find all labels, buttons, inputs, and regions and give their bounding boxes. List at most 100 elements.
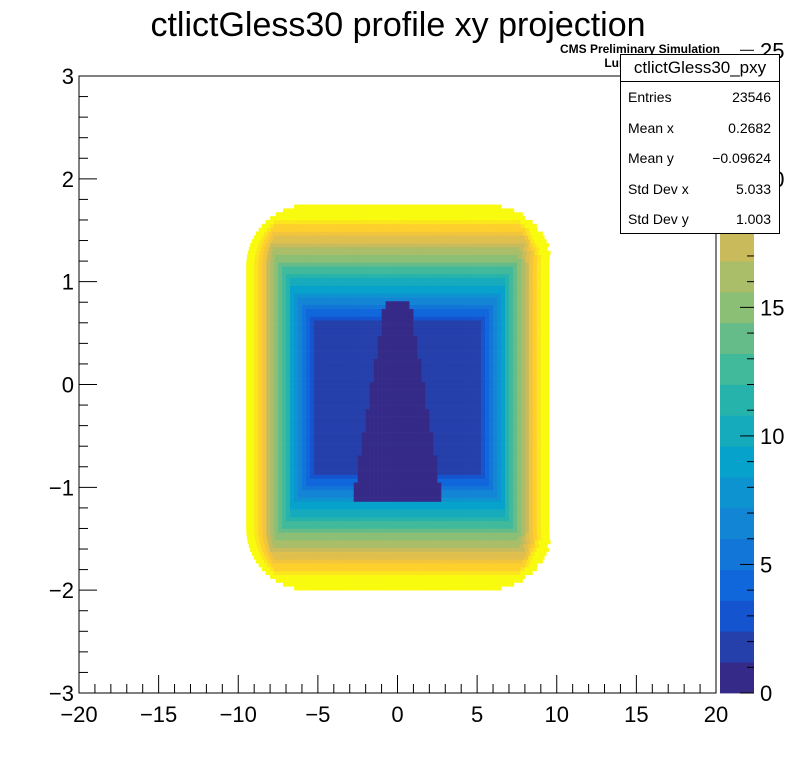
heatmap-cell [441,432,446,437]
heatmap-cell [301,482,307,487]
heatmap-cell [532,501,538,506]
heatmap-cell [270,354,275,360]
heatmap-cell [522,559,527,564]
heatmap-cell [341,339,347,344]
heatmap-cell [441,420,446,425]
heatmap-cell [246,482,251,487]
heatmap-cell [365,513,370,518]
heatmap-cell [477,563,482,568]
heatmap-cell [540,524,546,529]
heatmap-cell [425,401,430,406]
heatmap-cell [457,339,462,344]
heatmap-cell [312,543,317,549]
heatmap-cell [282,536,288,541]
heatmap-cell [270,516,275,522]
heatmap-cell [386,582,391,587]
heatmap-cell [389,462,394,468]
heatmap-cell [449,358,454,363]
heatmap-cell [250,462,255,468]
heatmap-cell [425,455,430,460]
heatmap-cell [333,335,339,340]
heatmap-cell [494,578,499,583]
heatmap-cell [441,486,446,491]
heatmap-cell [286,574,291,579]
heatmap-cell [337,451,343,456]
heatmap-cell [417,447,422,452]
heatmap-cell [309,401,315,406]
heatmap-cell [441,513,446,518]
heatmap-cell [421,362,426,367]
heatmap-cell [489,493,494,498]
heatmap-cell [373,478,378,483]
heatmap-cell [445,405,450,410]
heatmap-cell [297,451,303,456]
heatmap-cell [479,543,484,549]
heatmap-cell [469,474,474,479]
heatmap-cell [361,509,366,514]
heatmap-cell [323,551,328,556]
heatmap-cell [532,505,538,510]
heatmap-cell [417,443,422,448]
heatmap-cell [508,424,514,429]
heatmap-cell [397,497,402,502]
heatmap-cell [355,559,360,564]
heatmap-cell [497,370,502,375]
heatmap-cell [544,455,550,460]
heatmap-cell [270,447,275,452]
heatmap-cell [461,574,466,579]
heatmap-cell [528,474,534,479]
heatmap-cell [536,343,542,348]
heatmap-cell [297,478,303,483]
heatmap-cell [470,551,475,556]
heatmap-cell [445,474,450,479]
heatmap-cell [524,493,530,498]
heatmap-cell [493,536,499,541]
heatmap-cell [254,362,259,367]
heatmap-cell [501,516,506,522]
heatmap-cell [485,351,490,356]
heatmap-cell [465,351,470,356]
heatmap-cell [457,347,462,352]
heatmap-cell [501,416,506,421]
heatmap-cell [321,443,327,448]
heatmap-cell [309,524,315,529]
heatmap-cell [329,412,335,417]
heatmap-cell [385,432,390,437]
heatmap-cell [433,493,438,498]
heatmap-cell [421,408,426,414]
heatmap-cell [457,489,462,495]
heatmap-cell [512,486,518,491]
heatmap-cell [405,462,410,468]
heatmap-cell [350,532,355,537]
heatmap-cell [445,524,450,529]
heatmap-cell [349,555,354,560]
heatmap-cell [453,439,458,444]
heatmap-cell [490,582,495,587]
heatmap-cell [254,474,259,479]
heatmap-cell [453,331,458,336]
heatmap-cell [421,439,426,444]
heatmap-cell [449,532,454,537]
heatmap-cell [486,551,491,556]
heatmap-cell [504,513,510,518]
heatmap-cell [508,393,514,398]
heatmap-cell [369,343,374,348]
heatmap-cell [369,520,374,525]
heatmap-cell [313,451,319,456]
heatmap-cell [501,532,506,537]
heatmap-cell [301,439,307,444]
heatmap-cell [331,551,336,556]
heatmap-cell [278,520,283,525]
heatmap-cell [405,520,410,525]
heatmap-cell [417,451,422,456]
heatmap-cell [477,528,482,533]
heatmap-cell [369,493,374,498]
heatmap-cell [361,401,366,406]
heatmap-cell [433,432,438,437]
heatmap-cell [445,482,450,487]
heatmap-cell [373,570,378,576]
heatmap-cell [369,486,374,491]
heatmap-cell [493,335,498,340]
heatmap-cell [429,455,434,460]
heatmap-cell [469,497,474,502]
